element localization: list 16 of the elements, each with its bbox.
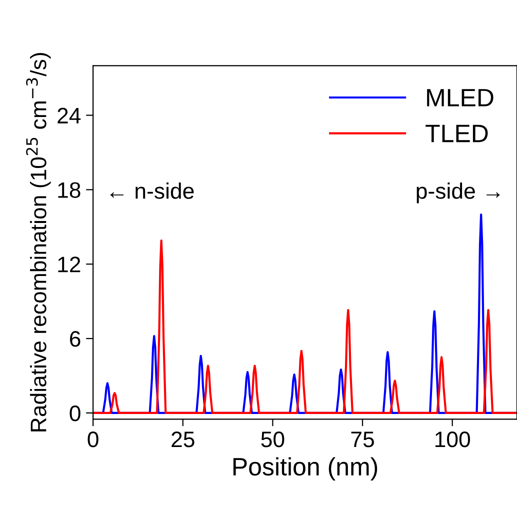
annotation: p-side → <box>416 182 500 204</box>
annotation: ← n-side <box>110 182 194 199</box>
x-tick-label: 0 <box>88 432 98 448</box>
y-tick-label: 0 <box>70 405 80 422</box>
x-tick-label: 50 <box>261 432 284 448</box>
legend-label: TLED <box>426 124 488 142</box>
legend-label: MLED <box>427 89 494 106</box>
x-axis-title: Position (nm) <box>233 457 378 481</box>
y-tick-label: 6 <box>70 331 80 347</box>
y-tick-label: 24 <box>58 108 81 124</box>
y-tick-label: 12 <box>58 256 80 272</box>
x-tick-label: 25 <box>172 432 194 448</box>
x-tick-label: 100 <box>435 432 470 448</box>
x-tick-label: 75 <box>351 432 374 448</box>
y-tick-label: 18 <box>58 182 80 198</box>
y-axis-title: Radiative recombination (10$^{25}$ cm$^{−3}$/s) <box>26 53 51 432</box>
